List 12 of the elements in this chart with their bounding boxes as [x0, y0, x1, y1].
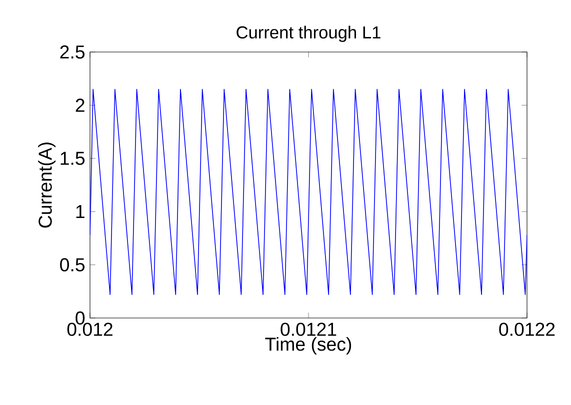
x-tick-label: 0.012 — [67, 322, 112, 336]
x-tick-label: 0.0122 — [499, 322, 555, 336]
chart-title: Current through L1 — [236, 26, 380, 42]
y-tick-label: 1.5 — [60, 152, 85, 165]
y-tick-label: 0.5 — [60, 258, 85, 272]
y-tick-label: 1 — [76, 205, 84, 218]
y-tick-label: 2.5 — [60, 45, 85, 59]
y-axis-title: Current(A) — [38, 142, 56, 228]
x-tick-label: 0.0121 — [280, 322, 336, 336]
x-axis-title: Time (sec) — [265, 337, 352, 354]
y-tick-label: 0 — [76, 311, 85, 325]
y-tick-label: 2 — [76, 98, 84, 112]
